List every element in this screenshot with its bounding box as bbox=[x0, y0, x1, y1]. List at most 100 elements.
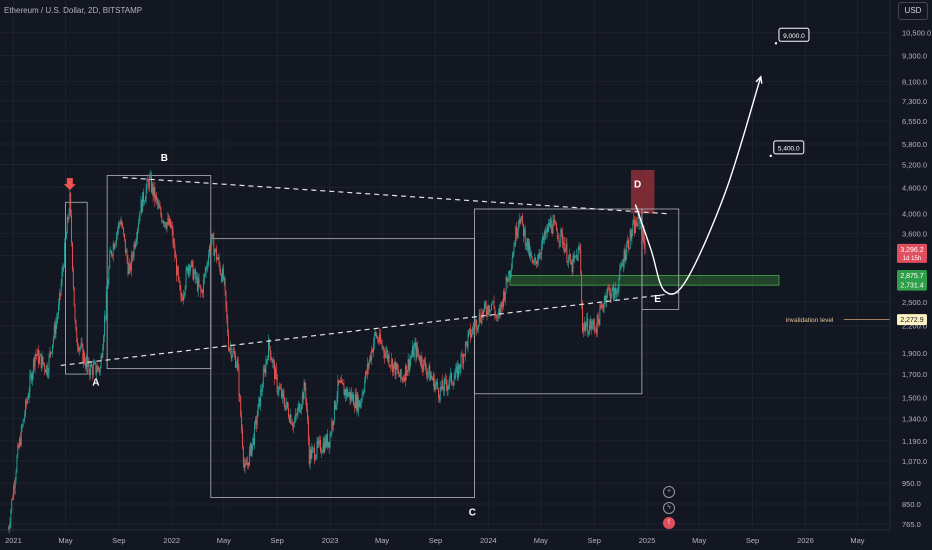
candle bbox=[164, 221, 166, 226]
candle bbox=[471, 333, 472, 338]
candle bbox=[124, 239, 126, 253]
candle bbox=[41, 356, 43, 369]
candle bbox=[237, 359, 239, 371]
x-tick-label: May bbox=[692, 536, 706, 545]
candle bbox=[320, 439, 321, 452]
candle bbox=[413, 346, 415, 357]
candle bbox=[489, 310, 491, 313]
candle bbox=[346, 389, 348, 397]
candle bbox=[324, 438, 326, 452]
candle bbox=[49, 351, 51, 356]
candle bbox=[391, 359, 393, 366]
candle bbox=[360, 400, 362, 403]
candle bbox=[338, 379, 340, 383]
candle bbox=[88, 360, 90, 372]
candle bbox=[588, 325, 590, 334]
candle bbox=[582, 326, 584, 332]
candle bbox=[249, 443, 251, 451]
candle bbox=[411, 355, 413, 358]
lightning-icon[interactable]: ϟ bbox=[663, 502, 675, 514]
candle bbox=[199, 285, 201, 287]
candle bbox=[140, 200, 142, 216]
candle bbox=[48, 355, 50, 373]
candle bbox=[568, 256, 570, 263]
candle bbox=[616, 291, 618, 293]
candle bbox=[468, 330, 470, 335]
candle bbox=[94, 362, 96, 363]
candle bbox=[578, 247, 580, 250]
candle bbox=[47, 372, 49, 376]
candle bbox=[537, 259, 539, 261]
candle bbox=[635, 220, 637, 226]
candle bbox=[278, 387, 280, 392]
candle bbox=[267, 359, 269, 360]
candle bbox=[601, 304, 603, 308]
candle bbox=[200, 286, 202, 292]
candle bbox=[609, 289, 611, 300]
candle bbox=[597, 314, 599, 320]
candle bbox=[26, 399, 28, 404]
candle bbox=[555, 223, 557, 224]
point-label-b: B bbox=[161, 153, 168, 164]
candle bbox=[78, 346, 79, 351]
candle bbox=[203, 274, 205, 279]
candle bbox=[605, 295, 607, 302]
invalidation-label-bg bbox=[781, 313, 844, 325]
candle bbox=[305, 387, 307, 399]
plus-icon[interactable]: + bbox=[663, 486, 675, 498]
candle bbox=[371, 349, 373, 360]
candle bbox=[344, 389, 346, 396]
candle bbox=[547, 226, 549, 232]
candle bbox=[505, 276, 507, 292]
candle bbox=[608, 287, 609, 289]
candle bbox=[335, 404, 337, 409]
candle bbox=[52, 344, 53, 354]
candle bbox=[450, 372, 452, 377]
candle bbox=[276, 375, 278, 392]
candle bbox=[623, 250, 625, 267]
candle bbox=[576, 255, 578, 261]
candle bbox=[514, 244, 516, 246]
candle bbox=[539, 254, 541, 255]
candle bbox=[155, 195, 157, 201]
candle bbox=[427, 372, 429, 373]
x-tick-label: 2024 bbox=[480, 536, 497, 545]
candle bbox=[157, 203, 159, 205]
candle bbox=[443, 389, 445, 391]
candle bbox=[511, 258, 513, 268]
candle bbox=[382, 347, 384, 348]
target-label-box bbox=[778, 27, 810, 42]
candle bbox=[485, 306, 487, 313]
candle bbox=[553, 220, 555, 222]
candle bbox=[406, 370, 408, 376]
y-tick-label: 2,200.0 bbox=[902, 322, 927, 331]
candle bbox=[556, 223, 557, 231]
candle bbox=[421, 356, 423, 368]
time-axis[interactable]: 2021 May Sep 2022 May Sep 2023 May Sep 2024 May Sep… bbox=[5, 536, 865, 545]
alert-icon[interactable]: ! bbox=[663, 517, 675, 529]
candle bbox=[379, 333, 381, 342]
candle bbox=[381, 343, 383, 348]
candle bbox=[211, 234, 213, 240]
candle bbox=[541, 244, 543, 254]
projection-path bbox=[634, 76, 762, 295]
candle bbox=[133, 243, 135, 257]
candle bbox=[575, 255, 577, 257]
candle bbox=[508, 270, 510, 282]
candle bbox=[589, 320, 591, 326]
candle bbox=[216, 259, 218, 260]
y-tick-label: 5,800.0 bbox=[902, 140, 927, 149]
candle bbox=[512, 253, 514, 259]
candle bbox=[91, 366, 93, 375]
price-axis[interactable]: 10,500.0 9,300.0 8,100.0 7,300.0 6,550.0 5,80… bbox=[902, 29, 931, 529]
candle bbox=[37, 349, 39, 356]
candle bbox=[51, 352, 53, 354]
candle bbox=[126, 250, 128, 261]
currency-button[interactable]: USD bbox=[898, 2, 928, 20]
candle bbox=[284, 403, 286, 410]
candle bbox=[490, 309, 491, 311]
candle bbox=[392, 364, 394, 373]
candle bbox=[303, 382, 305, 400]
candle bbox=[643, 230, 645, 243]
